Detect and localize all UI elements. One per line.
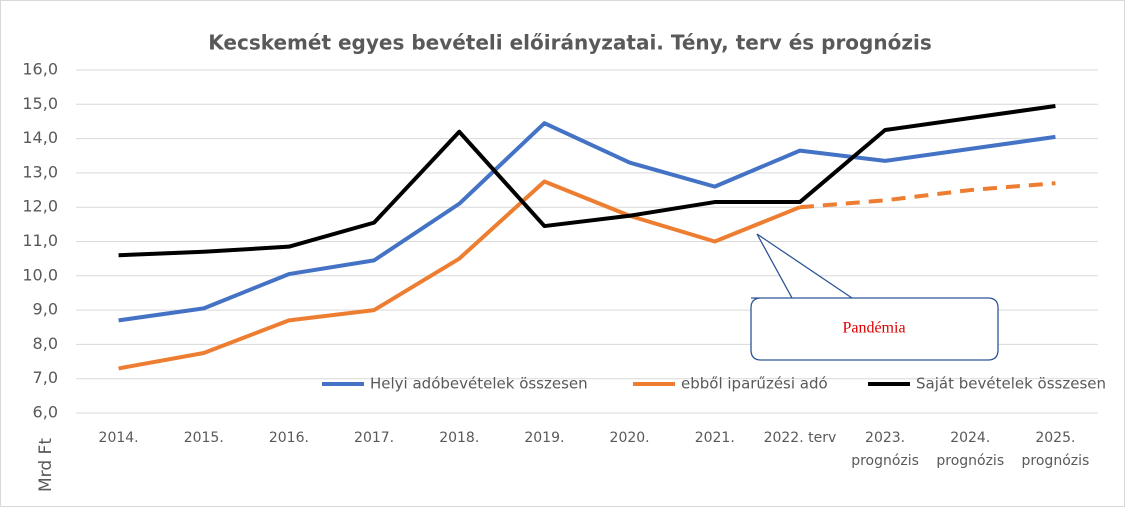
callout-box [750,233,999,361]
legend-label: Helyi adóbevételek összesen [370,375,588,393]
line-series-dashed [799,181,1056,210]
y-tick-label: 9,0 [33,300,58,319]
x-tick-label: 2016. [269,430,309,446]
y-tick-label: 11,0 [22,231,58,250]
annotation: Pandémia [842,320,905,337]
y-tick-label: 14,0 [22,128,58,147]
line-series [118,179,801,371]
x-tick-label: 2022. terv [764,430,837,446]
line-series [118,104,1056,258]
legend-label: Saját bevételek összesen [916,375,1106,393]
y-tick-label: 15,0 [22,94,58,113]
y-axis-label: Mrd Ft [36,438,56,492]
x-tick-label: 2017. [354,430,394,446]
y-tick-label: 13,0 [22,162,58,181]
x-tick-label: 2021. [695,430,735,446]
y-tick-label: 8,0 [33,334,58,353]
x-tick-label: 2019. [524,430,564,446]
y-tick-label: 12,0 [22,197,58,216]
y-tick-label: 7,0 [33,368,58,387]
x-tick-label: 2024. prognózis [936,430,1004,469]
y-tick-label: 6,0 [33,403,58,422]
x-tick-label: 2020. [610,430,650,446]
line-series [118,121,1056,323]
y-tick-label: 16,0 [22,60,58,79]
legend-label: ebből iparűzési adó [681,375,828,393]
x-tick-label: 2014. [99,430,139,446]
y-tick-label: 10,0 [22,265,58,284]
x-tick-label: 2023. prognózis [851,430,919,469]
x-tick-label: 2018. [439,430,479,446]
x-tick-label: 2025. prognózis [1022,430,1090,469]
chart-title: Kecskemét egyes bevételi előirányzatai. … [208,31,932,55]
x-tick-label: 2015. [184,430,224,446]
